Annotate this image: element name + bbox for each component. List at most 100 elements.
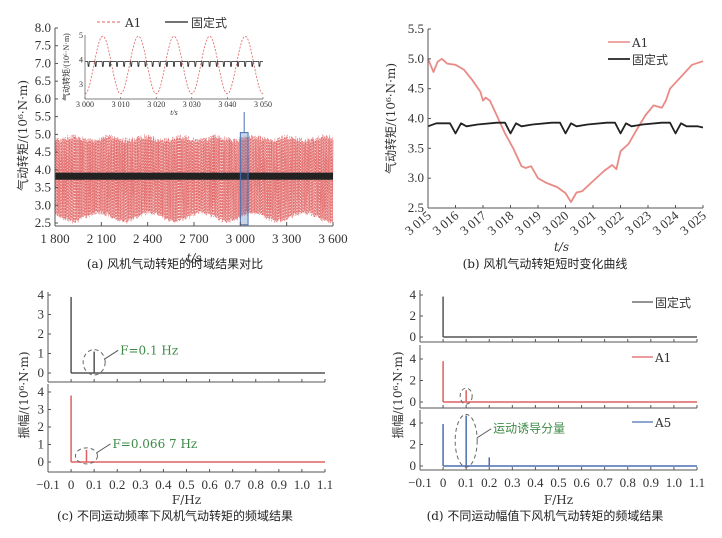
x-tick-label: 3 018 <box>484 208 516 238</box>
x-axis-title: F/Hz <box>172 493 201 507</box>
x-tick-label: 1.0 <box>294 477 310 492</box>
x-tick-label: 0.6 <box>201 477 218 492</box>
x-tick-label: 2 400 <box>133 231 162 246</box>
y-tick-label: 0 <box>410 329 417 344</box>
x-tick-label: 3 015 <box>402 208 434 238</box>
inset-series-fixed <box>85 61 263 67</box>
x-tick-label: 3 020 <box>539 208 571 238</box>
y-tick-label: 2.5 <box>408 200 424 215</box>
y-tick-label: 3 <box>38 307 45 322</box>
x-tick-label: 0 <box>440 475 447 490</box>
subplot-0: 0 1 2 3 4 F=0.1 Hz <box>38 287 326 383</box>
y-axis-title: 气动转矩/(10⁶·N·m) <box>15 80 30 191</box>
y-tick-label: 2.5 <box>35 215 51 230</box>
subplot-1: 0 2 4 A1 <box>410 345 698 409</box>
y-tick-label: 3.0 <box>408 170 424 185</box>
x-tick-label: 2 700 <box>179 231 208 246</box>
annotation-ellipse <box>459 387 473 405</box>
y-tick-label: 4 <box>410 415 417 430</box>
y-tick-label: 7.0 <box>35 55 51 70</box>
annotation-ellipse <box>454 413 478 468</box>
y-tick-label: 4.5 <box>408 81 424 96</box>
x-tick-label: 0.6 <box>573 475 590 490</box>
x-tick-label: 0.5 <box>550 475 566 490</box>
x-tick-label: 0.5 <box>178 477 194 492</box>
inset-series-a1 <box>84 35 264 95</box>
y-tick-label: 4.0 <box>35 162 51 177</box>
annotation-label: F=0.1 Hz <box>120 343 178 357</box>
x-tick-label: 3 021 <box>567 208 599 238</box>
subplot-1: 0 1 2 3 4 F=0.066 7 Hz <box>38 384 326 473</box>
inset-x-tick-label: 3 020 <box>147 100 165 109</box>
legend-a1-label: A1 <box>124 16 141 30</box>
y-tick-label: 5.5 <box>408 21 424 36</box>
x-tick-label: 0.1 <box>86 477 102 492</box>
inset-x-axis-title: t/s <box>170 108 178 117</box>
legend-label: A5 <box>654 416 671 430</box>
y-tick-label: 2 <box>38 326 45 341</box>
legend-fixed-label: 固定式 <box>191 15 227 30</box>
y-axis-title: 振幅/(10⁶·N·m) <box>16 352 31 439</box>
series-fixed-band <box>55 172 333 180</box>
x-tick-label: 0.2 <box>109 477 125 492</box>
highlight-window-box <box>239 132 249 226</box>
inset-x-tick-label: 3 000 <box>76 100 94 109</box>
annotation-leader <box>96 443 111 454</box>
inset-y-tick-label: 5 <box>79 31 83 40</box>
x-tick-label: 0.7 <box>225 477 242 492</box>
series-fixed-line <box>427 121 704 135</box>
x-tick-label: 3 000 <box>226 231 255 246</box>
y-tick-label: 4 <box>38 287 45 302</box>
y-tick-label: 3.5 <box>408 140 424 155</box>
x-tick-label: 1.1 <box>317 477 333 492</box>
x-tick-label: 0.3 <box>132 477 148 492</box>
subplot-0: 0 2 4 固定式 <box>410 287 698 344</box>
x-tick-label: 3 016 <box>429 207 461 238</box>
y-tick-label: 4.0 <box>408 111 424 126</box>
x-tick-label: 0.9 <box>643 475 659 490</box>
annotation-label: 运动诱导分量 <box>493 422 565 436</box>
y-tick-label: 7.5 <box>35 38 51 53</box>
subplot-2: 0 2 4 A5 运动诱导分量 <box>410 410 698 473</box>
y-tick-label: 0 <box>410 458 417 473</box>
inset-x-tick-label: 3 040 <box>218 100 236 109</box>
x-tick-label: 0.7 <box>597 475 614 490</box>
x-tick-label: 2 100 <box>87 231 116 246</box>
y-tick-label: 0 <box>38 365 45 380</box>
x-tick-label: −0.1 <box>408 475 432 490</box>
series-a1-line <box>427 57 704 203</box>
y-tick-label: 0 <box>410 394 417 409</box>
x-tick-label: 0.8 <box>248 477 264 492</box>
x-axis-title: t/s <box>554 240 569 254</box>
annotation-ellipse <box>74 447 98 465</box>
x-tick-label: 0.4 <box>155 477 172 492</box>
x-tick-label: −0.1 <box>36 477 60 492</box>
y-tick-label: 2 <box>410 308 417 323</box>
panel-c: 0 1 2 3 4 F=0.1 Hz 0 1 2 3 4 F=0.066 7 Hz −0.1 0 0.1 0.… <box>16 287 333 523</box>
y-axis-title: 振幅/(10⁶·N·m) <box>390 352 405 439</box>
x-tick-label: 0.1 <box>458 475 474 490</box>
x-tick-label: 3 025 <box>677 208 709 238</box>
x-tick-label: 0.3 <box>504 475 520 490</box>
inset-y-tick-label: 4 <box>79 56 83 65</box>
y-tick-label: 3.0 <box>35 197 51 212</box>
annotation-ellipse <box>82 349 106 376</box>
annotation-leader <box>103 349 119 360</box>
x-tick-label: 3 023 <box>622 208 654 238</box>
x-tick-label: 3 024 <box>649 207 681 238</box>
legend-a1-label: A1 <box>631 36 648 50</box>
inset-x-tick-label: 3 010 <box>112 100 130 109</box>
x-tick-label: 3 600 <box>318 231 347 246</box>
y-tick-label: 5.5 <box>35 109 51 124</box>
x-tick-label: 3 300 <box>272 231 301 246</box>
y-tick-label: 4 <box>410 351 417 366</box>
x-tick-label: 0.2 <box>481 475 497 490</box>
y-axis-title: 气动转矩/(10⁶·N·m) <box>383 63 398 174</box>
x-tick-label: 3 022 <box>594 208 626 238</box>
y-tick-label: 6.0 <box>35 91 51 106</box>
x-axis-title: F/Hz <box>544 493 573 507</box>
y-tick-label: 6.5 <box>35 73 51 88</box>
x-axis-title: t/s <box>186 251 201 265</box>
x-tick-label: 3 019 <box>512 208 544 238</box>
